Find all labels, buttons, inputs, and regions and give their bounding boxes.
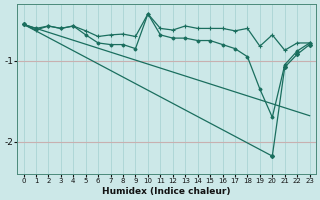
X-axis label: Humidex (Indice chaleur): Humidex (Indice chaleur): [102, 187, 231, 196]
